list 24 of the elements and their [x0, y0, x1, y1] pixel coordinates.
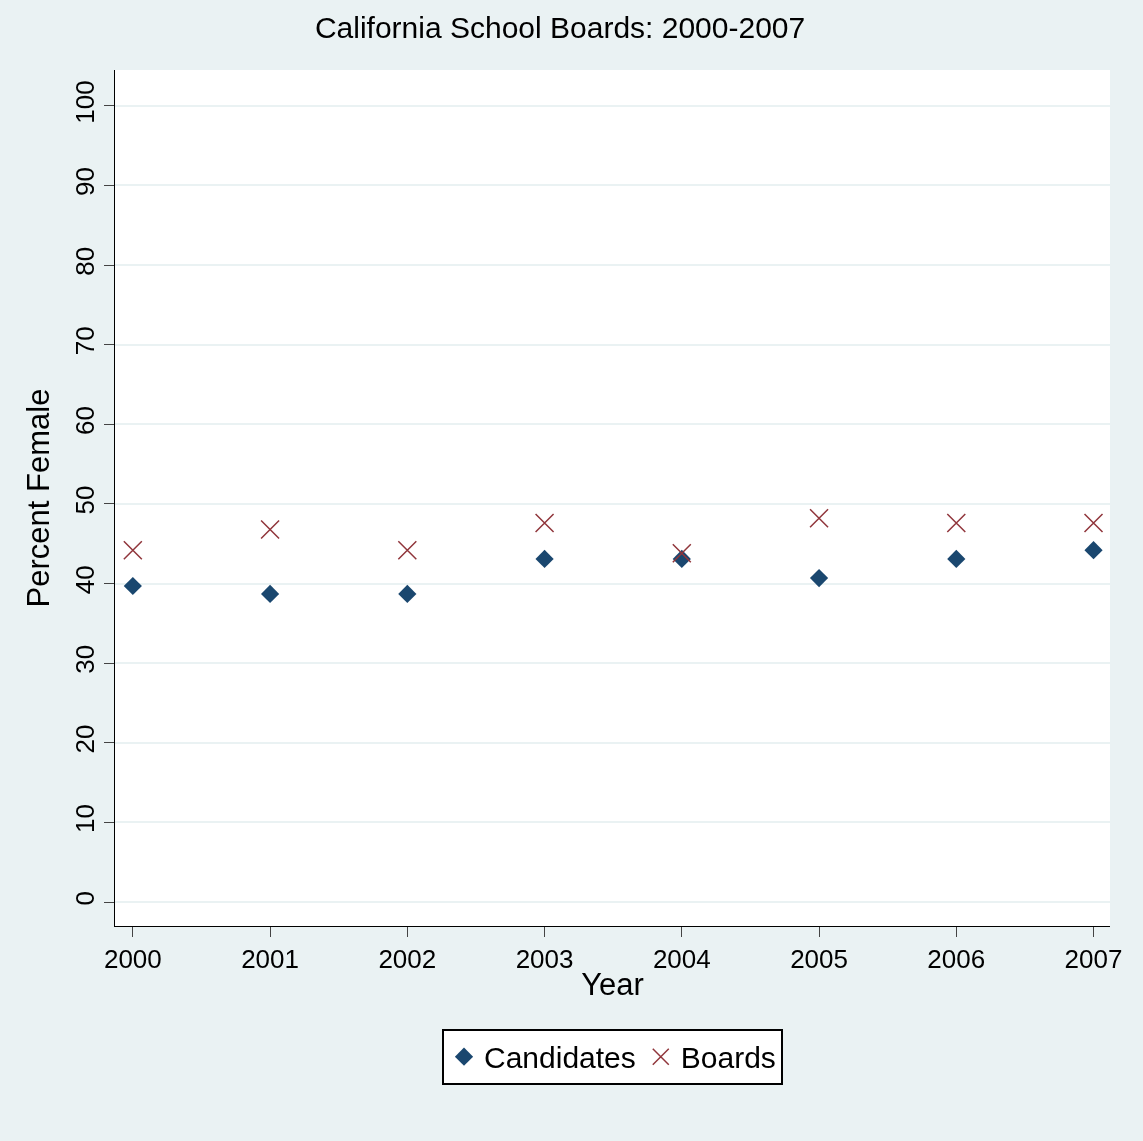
- y-tick-label: 60: [69, 405, 100, 435]
- chart-title: California School Boards: 2000-2007: [314, 11, 806, 45]
- y-tick-label: 70: [69, 326, 100, 356]
- x-tick-label: 2003: [515, 944, 574, 975]
- y-axis-title: Percent Female: [21, 388, 57, 608]
- y-tick-label: 100: [69, 80, 100, 124]
- y-tick-label: 20: [69, 724, 100, 754]
- x-tick-label: 2001: [241, 944, 299, 975]
- y-tick-label: 0: [69, 890, 100, 906]
- y-tick-label: 80: [69, 246, 100, 276]
- x-tick-label: 2004: [652, 944, 711, 975]
- x-tick-label: 2002: [378, 944, 437, 975]
- y-tick-label: 30: [69, 644, 100, 674]
- x-axis-title: Year: [581, 967, 644, 1003]
- y-tick-label: 50: [69, 485, 100, 515]
- y-tick-label: 40: [69, 565, 100, 595]
- y-tick-label: 10: [69, 804, 100, 834]
- legend-label: Boards: [680, 1041, 776, 1075]
- x-tick-label: 2005: [790, 944, 848, 975]
- y-tick-label: 90: [69, 167, 100, 197]
- x-tick-label: 2006: [927, 944, 986, 975]
- x-tick-label: 2000: [103, 944, 162, 975]
- x-tick-label: 2007: [1064, 944, 1123, 975]
- legend-label: Candidates: [484, 1041, 636, 1075]
